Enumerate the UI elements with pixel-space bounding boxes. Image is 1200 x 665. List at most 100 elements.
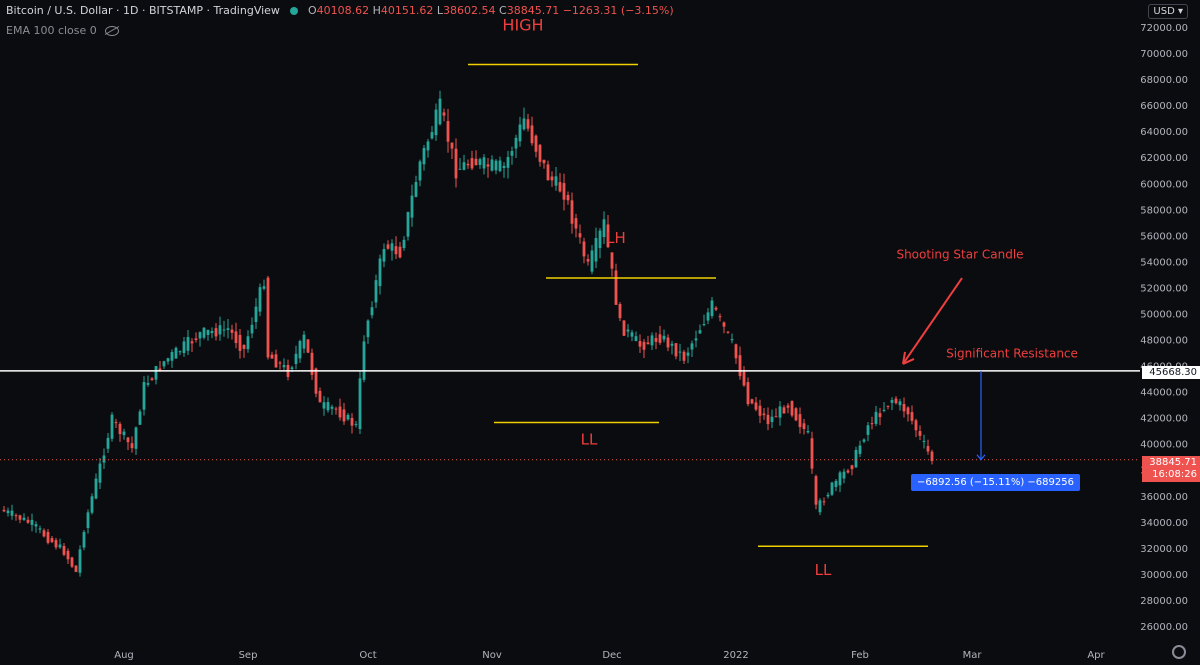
measure-label: −6892.56 (−15.11%) −689256	[911, 474, 1080, 491]
candle-body	[498, 160, 502, 172]
candle-body	[274, 354, 278, 368]
candle-body	[586, 259, 590, 262]
price-tick-label: 52000.00	[1140, 283, 1188, 294]
candle-body	[474, 158, 478, 166]
price-tick-label: 28000.00	[1140, 596, 1188, 607]
measure-arrow-head-icon	[976, 454, 986, 461]
price-tick-label: 30000.00	[1140, 570, 1188, 581]
candle-body	[86, 512, 90, 529]
candle-body	[142, 382, 146, 410]
lh-label: LH	[606, 229, 626, 247]
candle-body	[306, 339, 310, 353]
price-tick-label: 42000.00	[1140, 414, 1188, 425]
candle-body	[610, 252, 614, 269]
candle-body	[110, 414, 114, 439]
candle-body	[342, 409, 346, 422]
candle-body	[282, 365, 286, 368]
candle-body	[2, 509, 6, 512]
candle-body	[266, 277, 270, 358]
candle-body	[450, 142, 454, 149]
settings-gear-icon[interactable]	[1172, 645, 1186, 659]
candle-body	[926, 446, 930, 452]
price-tick-label: 66000.00	[1140, 101, 1188, 112]
candle-body	[166, 358, 170, 362]
candle-body	[666, 337, 670, 348]
price-tick-label: 60000.00	[1140, 179, 1188, 190]
candle-body	[438, 98, 442, 125]
candle-body	[106, 437, 110, 449]
candle-body	[26, 519, 30, 523]
candle-body	[738, 355, 742, 377]
candle-body	[842, 471, 846, 479]
price-tick-label: 36000.00	[1140, 492, 1188, 503]
candle-body	[546, 164, 550, 181]
currency-select[interactable]: USD ▾	[1148, 4, 1188, 19]
candle-body	[746, 382, 750, 405]
candle-body	[830, 482, 834, 495]
candle-body	[862, 439, 866, 442]
candle-body	[630, 332, 634, 337]
candle-body	[154, 366, 158, 380]
candle-body	[606, 224, 610, 248]
candle-body	[258, 287, 262, 312]
candle-body	[318, 390, 322, 403]
candle-body	[882, 409, 886, 411]
candle-body	[814, 476, 818, 505]
time-tick-label: Feb	[851, 650, 869, 661]
candle-body	[522, 118, 526, 130]
candle-body	[234, 331, 238, 344]
candle-body	[326, 402, 330, 411]
candle-body	[118, 423, 122, 435]
shooting-star-label: Shooting Star Candle	[896, 247, 1023, 261]
last-price: 38845.71	[1149, 457, 1197, 468]
candle-body	[490, 159, 494, 171]
candle-body	[642, 341, 646, 350]
candle-body	[14, 515, 18, 517]
candle-body	[502, 165, 506, 168]
candle-body	[690, 343, 694, 350]
candle-body	[870, 423, 874, 425]
candle-body	[742, 371, 746, 386]
candle-body	[578, 233, 582, 238]
candle-body	[558, 182, 562, 192]
candle-body	[566, 195, 570, 201]
candle-body	[470, 158, 474, 169]
candle-body	[886, 405, 890, 407]
candle-body	[422, 147, 426, 165]
candle-body	[894, 398, 898, 404]
shooting-star-arrow	[902, 277, 963, 365]
candle-body	[626, 329, 630, 332]
candle-body	[778, 406, 782, 418]
candle-body	[542, 159, 546, 164]
candle-body	[602, 219, 606, 238]
bar-countdown: 16:08:26	[1152, 469, 1197, 480]
candle-body	[618, 303, 622, 319]
candle-body	[582, 241, 586, 257]
candle-body	[794, 408, 798, 421]
candle-body	[466, 163, 470, 166]
time-axis: Aug Sep Oct Nov Dec 2022 Feb Mar Apr	[114, 650, 1105, 661]
candle-body	[378, 258, 382, 287]
indicator-legend[interactable]: EMA 100 close 0	[6, 24, 119, 37]
candle-body	[42, 530, 46, 537]
candle-body	[426, 141, 430, 151]
time-tick-label: Apr	[1087, 650, 1105, 661]
candle-body	[770, 416, 774, 423]
candle-body	[518, 124, 522, 142]
candle-body	[822, 501, 826, 503]
hidden-eye-icon[interactable]	[104, 25, 119, 36]
candle-body	[754, 402, 758, 410]
candle-body	[622, 320, 626, 336]
candle-body	[590, 250, 594, 272]
price-tick-label: 56000.00	[1140, 231, 1188, 242]
candle-body	[10, 510, 14, 516]
candle-body	[130, 443, 134, 449]
candle-body	[194, 338, 198, 340]
candle-body	[314, 368, 318, 394]
candle-body	[214, 328, 218, 337]
candle-body	[34, 524, 38, 527]
candle-body	[38, 528, 42, 530]
candle-body	[394, 246, 398, 255]
